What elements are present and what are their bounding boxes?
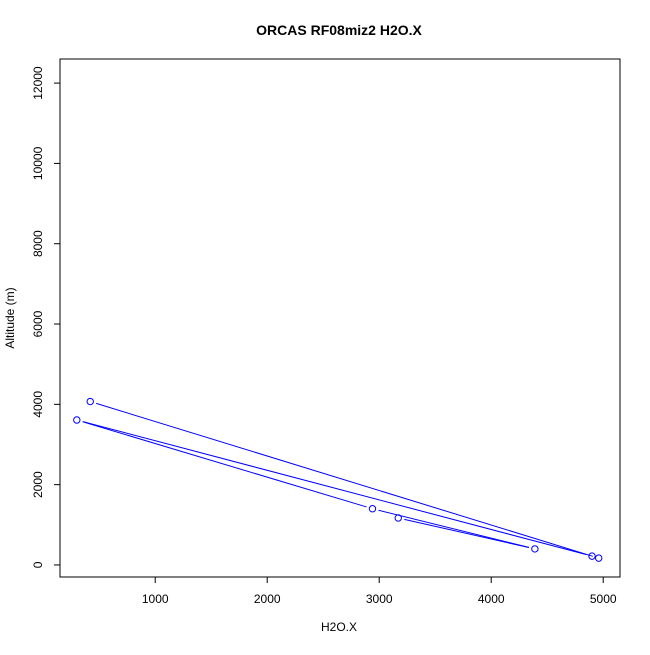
y-tick-label: 6000 xyxy=(31,310,45,337)
series-line-segment xyxy=(82,421,367,508)
x-tick-label: 2000 xyxy=(254,592,281,606)
data-point xyxy=(73,416,81,424)
x-axis: 1000 2000 3000 4000 5000 xyxy=(142,576,617,606)
x-axis-label: H2O.X xyxy=(321,620,357,634)
x-tick-label: 5000 xyxy=(590,592,617,606)
series-line-segment xyxy=(96,402,593,557)
y-tick-label: 0 xyxy=(31,561,45,568)
data-point xyxy=(588,552,596,560)
series-layer xyxy=(73,397,603,562)
y-axis-label: Altitude (m) xyxy=(3,287,17,348)
y-tick-label: 8000 xyxy=(31,230,45,257)
data-point xyxy=(595,554,603,562)
series-line-segment xyxy=(82,421,587,556)
data-point xyxy=(394,514,402,522)
x-tick-label: 4000 xyxy=(478,592,505,606)
y-tick-label: 4000 xyxy=(31,391,45,418)
series-line-segment xyxy=(378,509,529,548)
chart-title: ORCAS RF08miz2 H2O.X xyxy=(256,22,422,38)
series-line-segment xyxy=(404,518,529,549)
y-tick-label: 2000 xyxy=(31,471,45,498)
x-tick-label: 3000 xyxy=(366,592,393,606)
data-point xyxy=(368,505,377,513)
y-tick-label: 12000 xyxy=(31,66,45,100)
data-point xyxy=(531,545,539,553)
y-tick-label: 10000 xyxy=(31,146,45,180)
y-axis: 0 2000 4000 6000 8000 10000 12000 xyxy=(31,66,61,568)
x-tick-label: 1000 xyxy=(142,592,169,606)
data-point xyxy=(86,397,94,406)
